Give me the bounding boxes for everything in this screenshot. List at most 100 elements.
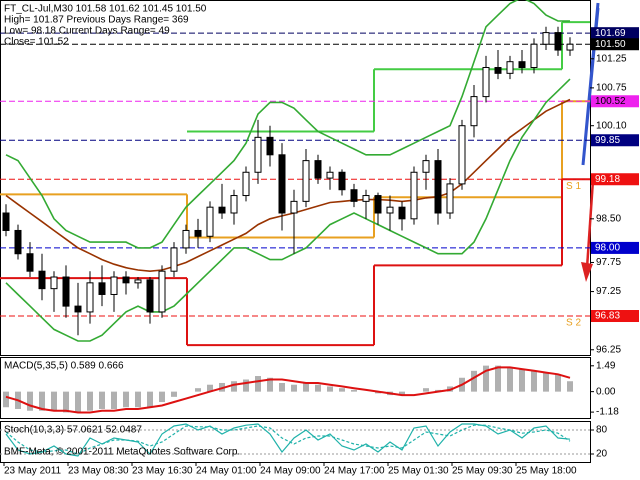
candle-body [194, 229, 202, 237]
macd-title: MACD(5,35,5) 0.589 0.666 [4, 361, 124, 372]
candle-body [338, 171, 346, 191]
candle-body [542, 32, 550, 45]
candle-body [86, 282, 94, 313]
indicator-line [5, 0, 570, 249]
macd-bar [75, 391, 81, 413]
candle-body [494, 67, 502, 74]
macd-bar [507, 367, 513, 392]
macd-bar [423, 388, 429, 392]
candle-body [230, 195, 238, 214]
candle-body [110, 276, 118, 295]
price-label-box [591, 241, 639, 254]
header-line: Low= 98.18 Current Days Range= 49 [4, 26, 170, 37]
candle-body [410, 171, 418, 220]
candle-body [554, 32, 562, 51]
macd-bar [543, 372, 549, 392]
candle-body [242, 171, 250, 197]
y-tick-label: 98.50 [596, 213, 621, 224]
macd-bar [471, 370, 477, 392]
red-arrow [585, 179, 595, 269]
x-tick-label: 23 May 08:30 [68, 466, 129, 477]
candle-body [74, 305, 82, 313]
candle-body [146, 279, 154, 313]
x-tick-label: 24 May 17:00 [324, 466, 385, 477]
macd-bar [3, 391, 9, 408]
macd-bar [63, 391, 69, 413]
macd-bar [567, 381, 573, 392]
macd-bar [267, 377, 273, 392]
header-line: High= 101.87 Previous Days Range= 369 [4, 15, 189, 26]
macd-bar [327, 386, 333, 392]
macd-bar [99, 391, 105, 409]
candle-body [134, 279, 142, 284]
price-label: 99.85 [595, 135, 620, 146]
macd-bar [399, 391, 405, 396]
level-tag: S 2 [566, 318, 581, 329]
price-label-box [591, 173, 639, 186]
candle-body [266, 136, 274, 156]
price-label: 99.18 [595, 174, 620, 185]
price-label: 100.52 [595, 96, 626, 107]
copyright: BMF-Meta, © 2001-2011 MetaQuotes Softwar… [4, 447, 240, 458]
candle-body [254, 136, 262, 173]
macd-bar [279, 382, 285, 392]
candle-body [386, 206, 394, 214]
macd-bar [315, 384, 321, 392]
price-label-box [591, 310, 639, 323]
macd-bar [555, 374, 561, 392]
y-tick-label: 80 [596, 425, 608, 436]
candle-body [422, 160, 430, 173]
y-tick-label: 97.75 [596, 257, 621, 268]
panel-frames [0, 0, 591, 463]
candle-body [530, 43, 538, 69]
candle-body [98, 282, 106, 295]
macd-bar [207, 384, 213, 392]
indicator-line [5, 98, 571, 273]
candle-body [290, 200, 298, 214]
macd-bar [87, 391, 93, 411]
y-tick-label: 96.25 [596, 344, 621, 355]
x-tick-label: 23 May 2011 [4, 466, 62, 477]
x-tick-label: 25 May 18:00 [516, 466, 577, 477]
candle-body [206, 206, 214, 237]
candle-body [314, 160, 322, 179]
x-tick-label: 23 May 16:30 [132, 466, 193, 477]
stoch-title: Stoch(10,3,3) 57.0621 52.0487 [4, 425, 142, 436]
candle-body [518, 61, 526, 69]
candle-body [482, 67, 490, 98]
candle-body [14, 229, 22, 255]
macd-bar [483, 365, 489, 392]
macd-bar [351, 389, 357, 392]
candle-body [158, 270, 166, 313]
stoch-line [5, 423, 571, 457]
macd-bar [159, 391, 165, 403]
macd-bar [27, 391, 33, 411]
candle-body [458, 125, 466, 185]
macd-bar [51, 391, 57, 411]
level-tag: S 1 [566, 181, 581, 192]
candle-body [122, 276, 130, 284]
candle-body [170, 247, 178, 272]
macd-bar [255, 376, 261, 392]
macd-bar [339, 388, 345, 392]
candle-body [506, 61, 514, 74]
y-tick-label: 100.75 [596, 83, 627, 94]
y-tick-label: 97.25 [596, 286, 621, 297]
candle-body [326, 171, 334, 179]
candle-body [470, 96, 478, 127]
candle-body [182, 229, 190, 249]
candle-body [434, 160, 442, 214]
y-tick-label: 1.49 [596, 360, 616, 371]
y-tick-label: -1.18 [596, 407, 619, 418]
candle-body [38, 270, 46, 290]
candle-body [350, 189, 358, 202]
candle-body [398, 206, 406, 220]
y-tick-label: 100.10 [596, 120, 627, 131]
macd-bar [519, 369, 525, 392]
candle-body [218, 206, 226, 214]
y-tick-label: 0.00 [596, 386, 616, 397]
macd-bar [147, 391, 153, 408]
macd-bar [291, 384, 297, 392]
